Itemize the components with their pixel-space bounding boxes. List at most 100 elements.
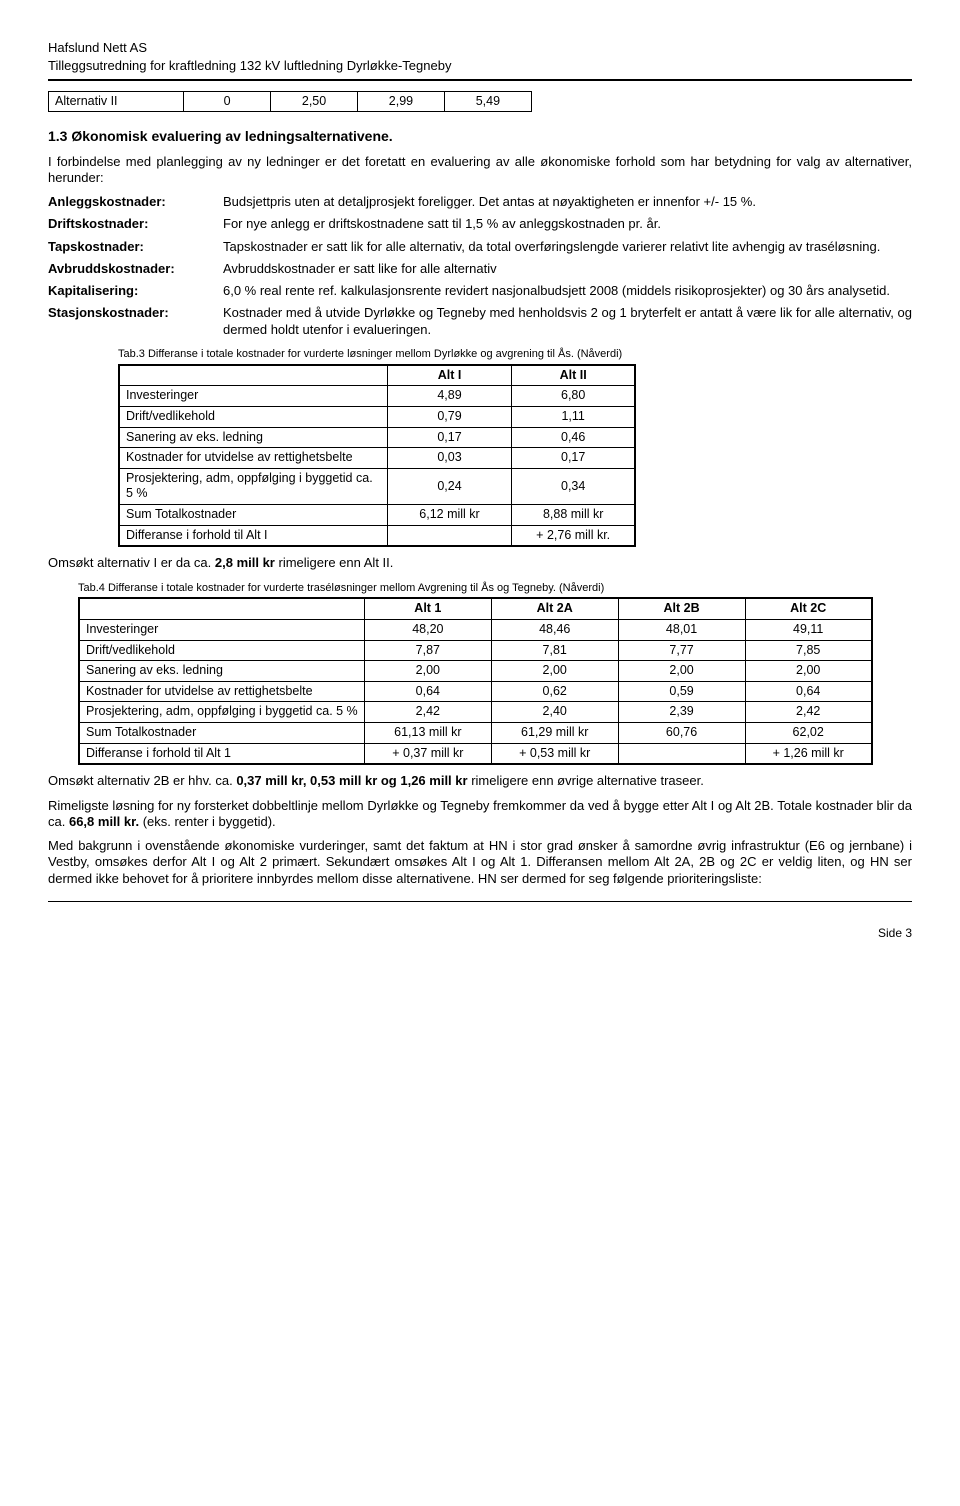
cell: 0,34	[511, 468, 635, 504]
table-row: Differanse i forhold til Alt I+ 2,76 mil…	[119, 525, 635, 546]
cell	[388, 525, 512, 546]
cell: 2,40	[491, 702, 618, 723]
th-blank	[79, 598, 364, 619]
cell	[618, 743, 745, 764]
cell: Drift/vedlikehold	[79, 640, 364, 661]
def-text: Avbruddskostnader er satt like for alle …	[223, 261, 912, 277]
def-text: 6,0 % real rente ref. kalkulasjonsrente …	[223, 283, 912, 299]
def-text: Tapskostnader er satt lik for alle alter…	[223, 239, 912, 255]
page-number: Side 3	[878, 926, 912, 941]
cell: 7,81	[491, 640, 618, 661]
section-title: 1.3 Økonomisk evaluering av ledningsalte…	[48, 128, 912, 146]
def-label: Avbruddskostnader:	[48, 261, 223, 277]
cell: Prosjektering, adm, oppfølging i byggeti…	[119, 468, 388, 504]
cell: 48,20	[364, 619, 491, 640]
table-header-row: Alt 1 Alt 2A Alt 2B Alt 2C	[79, 598, 872, 619]
def-anlegg: Anleggskostnader: Budsjettpris uten at d…	[48, 194, 912, 210]
cell: 61,13 mill kr	[364, 723, 491, 744]
cell: 8,88 mill kr	[511, 505, 635, 526]
cell: Differanse i forhold til Alt I	[119, 525, 388, 546]
cell: Sum Totalkostnader	[119, 505, 388, 526]
th-blank	[119, 365, 388, 386]
cell-v1: 0	[184, 91, 271, 112]
cell: Sum Totalkostnader	[79, 723, 364, 744]
tab4-table: Alt 1 Alt 2A Alt 2B Alt 2C Investeringer…	[78, 597, 873, 765]
cell: Drift/vedlikehold	[119, 406, 388, 427]
table-row: Prosjektering, adm, oppfølging i byggeti…	[79, 702, 872, 723]
table-row: Sanering av eks. ledning2,002,002,002,00	[79, 661, 872, 682]
th-alt2b: Alt 2B	[618, 598, 745, 619]
cell: 7,87	[364, 640, 491, 661]
cell-v4: 5,49	[444, 91, 531, 112]
table-row: Sum Totalkostnader61,13 mill kr61,29 mil…	[79, 723, 872, 744]
cell: 0,79	[388, 406, 512, 427]
cell: 0,17	[388, 427, 512, 448]
def-text: Budsjettpris uten at detaljprosjekt fore…	[223, 194, 912, 210]
cell: 4,89	[388, 386, 512, 407]
table-row: Investeringer4,896,80	[119, 386, 635, 407]
header-rule	[48, 79, 912, 81]
cell: 0,59	[618, 681, 745, 702]
table-header-row: Alt I Alt II	[119, 365, 635, 386]
para2-bold: 66,8 mill kr.	[69, 814, 139, 829]
cell: + 0,53 mill kr	[491, 743, 618, 764]
def-drift: Driftskostnader: For nye anlegg er drift…	[48, 216, 912, 232]
def-stasjon: Stasjonskostnader: Kostnader med å utvid…	[48, 305, 912, 338]
cell: 6,12 mill kr	[388, 505, 512, 526]
def-avbrudd: Avbruddskostnader: Avbruddskostnader er …	[48, 261, 912, 277]
table-row: Investeringer48,2048,4648,0149,11	[79, 619, 872, 640]
table-row: Drift/vedlikehold0,791,11	[119, 406, 635, 427]
cell: 2,00	[618, 661, 745, 682]
footer: Side 3	[48, 926, 912, 941]
cell: Sanering av eks. ledning	[119, 427, 388, 448]
th-alt1: Alt 1	[364, 598, 491, 619]
cell: Investeringer	[79, 619, 364, 640]
th-alt2a: Alt 2A	[491, 598, 618, 619]
table-row: Kostnader for utvidelse av rettighetsbel…	[79, 681, 872, 702]
cell: 2,42	[364, 702, 491, 723]
mid-bold: 2,8 mill kr	[215, 555, 275, 570]
cell: 6,80	[511, 386, 635, 407]
def-kapital: Kapitalisering: 6,0 % real rente ref. ka…	[48, 283, 912, 299]
def-label: Tapskostnader:	[48, 239, 223, 255]
def-text: Kostnader med å utvide Dyrløkke og Tegne…	[223, 305, 912, 338]
cell: 2,00	[491, 661, 618, 682]
cell: 0,62	[491, 681, 618, 702]
th-alt-i: Alt I	[388, 365, 512, 386]
table-row: Sanering av eks. ledning0,170,46	[119, 427, 635, 448]
th-alt-ii: Alt II	[511, 365, 635, 386]
def-label: Driftskostnader:	[48, 216, 223, 232]
cell: Differanse i forhold til Alt 1	[79, 743, 364, 764]
header-subtitle: Tilleggsutredning for kraftledning 132 k…	[48, 58, 912, 74]
header-company: Hafslund Nett AS	[48, 40, 912, 56]
cell: Prosjektering, adm, oppfølging i byggeti…	[79, 702, 364, 723]
def-label: Kapitalisering:	[48, 283, 223, 299]
cell: 62,02	[745, 723, 872, 744]
cell: Kostnader for utvidelse av rettighetsbel…	[119, 448, 388, 469]
tab3-table: Alt I Alt II Investeringer4,896,80 Drift…	[118, 364, 636, 548]
cell: 61,29 mill kr	[491, 723, 618, 744]
cell-v2: 2,50	[271, 91, 358, 112]
tab3-caption: Tab.3 Differanse i totale kostnader for …	[118, 348, 912, 362]
para3: Med bakgrunn i ovenstående økonomiske vu…	[48, 838, 912, 887]
cell: + 1,26 mill kr	[745, 743, 872, 764]
para2: Rimeligste løsning for ny forsterket dob…	[48, 798, 912, 831]
def-label: Stasjonskostnader:	[48, 305, 223, 338]
table-row: Sum Totalkostnader6,12 mill kr8,88 mill …	[119, 505, 635, 526]
cell: Kostnader for utvidelse av rettighetsbel…	[79, 681, 364, 702]
para1-pre: Omsøkt alternativ 2B er hhv. ca.	[48, 773, 236, 788]
table-row: Prosjektering, adm, oppfølging i byggeti…	[119, 468, 635, 504]
tab4-caption: Tab.4 Differanse i totale kostnader for …	[78, 582, 912, 596]
cell: 2,00	[364, 661, 491, 682]
cell: 7,77	[618, 640, 745, 661]
cell: 2,39	[618, 702, 745, 723]
para1-bold: 0,37 mill kr, 0,53 mill kr og 1,26 mill …	[236, 773, 467, 788]
cell: 0,03	[388, 448, 512, 469]
def-text: For nye anlegg er driftskostnadene satt …	[223, 216, 912, 232]
cell: 49,11	[745, 619, 872, 640]
th-alt2c: Alt 2C	[745, 598, 872, 619]
mid-pre: Omsøkt alternativ I er da ca.	[48, 555, 215, 570]
para1: Omsøkt alternativ 2B er hhv. ca. 0,37 mi…	[48, 773, 912, 789]
cell: 1,11	[511, 406, 635, 427]
cell: 0,64	[364, 681, 491, 702]
